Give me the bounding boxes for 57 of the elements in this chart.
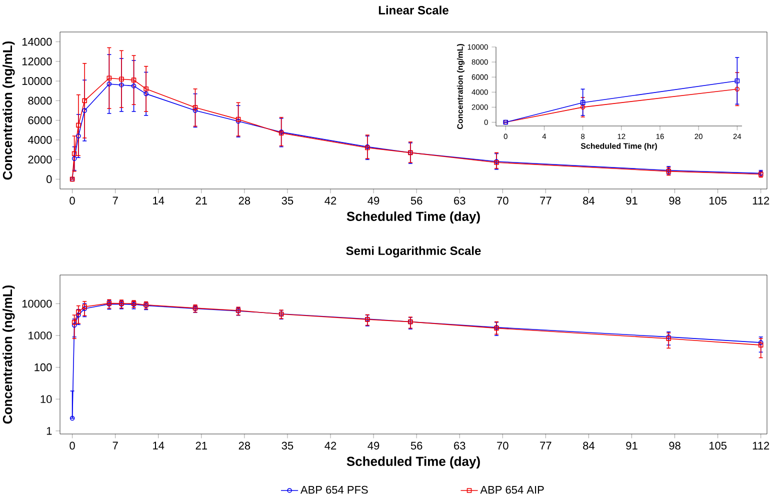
x-tick-label: 56 [410,442,422,450]
y-tick-label: 4000 [28,136,52,144]
y-tick-label: 14000 [22,38,52,46]
x-tick-label: 91 [626,196,638,205]
x-tick-label: 105 [709,196,727,205]
x-tick-label: 14 [153,442,164,450]
x-tick-label: 35 [282,196,294,205]
legend-label: ABP 654 PFS [300,486,368,494]
x-tick-label: 112 [752,196,770,204]
y-axis-title: Concentration (ng/mL) [2,285,15,424]
x-axis-title: Scheduled Time (day) [346,456,480,469]
x-tick-label: 49 [368,196,380,205]
y-tick-label: 10000 [22,300,52,308]
chart-title: Semi Logarithmic Scale [346,246,481,258]
y-axis-title: Concentration (ng/mL) [456,44,464,130]
x-tick-label: 56 [410,196,422,205]
y-tick-label: 6000 [28,116,52,124]
x-axis-title: Scheduled Time (hr) [580,142,657,150]
x-tick-label: 70 [497,442,508,450]
x-tick-label: 63 [454,442,466,450]
y-tick-label: 0 [46,175,52,184]
legend-label: ABP 654 AIP [480,486,544,494]
y-axis-title: Concentration (ng/mL) [2,41,15,180]
x-tick-label: 7 [112,196,118,204]
x-tick-label: 35 [282,442,294,450]
x-tick-label: 70 [497,196,508,205]
x-tick-label: 98 [669,442,680,450]
x-tick-label: 91 [626,442,638,450]
x-tick-label: 21 [196,196,207,204]
x-tick-label: 77 [540,442,552,450]
x-tick-label: 28 [238,196,250,205]
y-tick-label: 1 [46,427,52,435]
y-tick-label: 12000 [22,58,52,66]
x-tick-label: 42 [324,196,336,204]
x-tick-label: 0 [70,196,75,205]
y-tick-label: 100 [34,363,52,372]
y-tick-label: 10 [40,395,52,403]
y-tick-label: 2000 [28,156,52,164]
x-tick-label: 21 [196,442,207,450]
x-tick-label: 98 [669,196,680,205]
y-tick-label: 10000 [22,77,52,85]
x-axis-title: Scheduled Time (day) [346,211,480,224]
x-tick-label: 63 [454,196,466,205]
x-tick-label: 77 [540,196,552,204]
x-tick-label: 42 [324,442,336,450]
chart-title: Linear Scale [378,6,448,14]
x-tick-label: 49 [368,442,380,450]
x-tick-label: 105 [709,442,727,450]
x-tick-label: 0 [70,442,75,450]
x-tick-label: 28 [238,442,250,450]
x-tick-label: 112 [752,442,770,450]
y-tick-label: 1000 [28,332,52,340]
x-tick-label: 84 [583,442,594,450]
y-tick-label: 8000 [28,96,52,105]
x-tick-label: 14 [153,196,164,204]
x-tick-label: 84 [583,196,594,205]
x-tick-label: 7 [112,442,118,450]
